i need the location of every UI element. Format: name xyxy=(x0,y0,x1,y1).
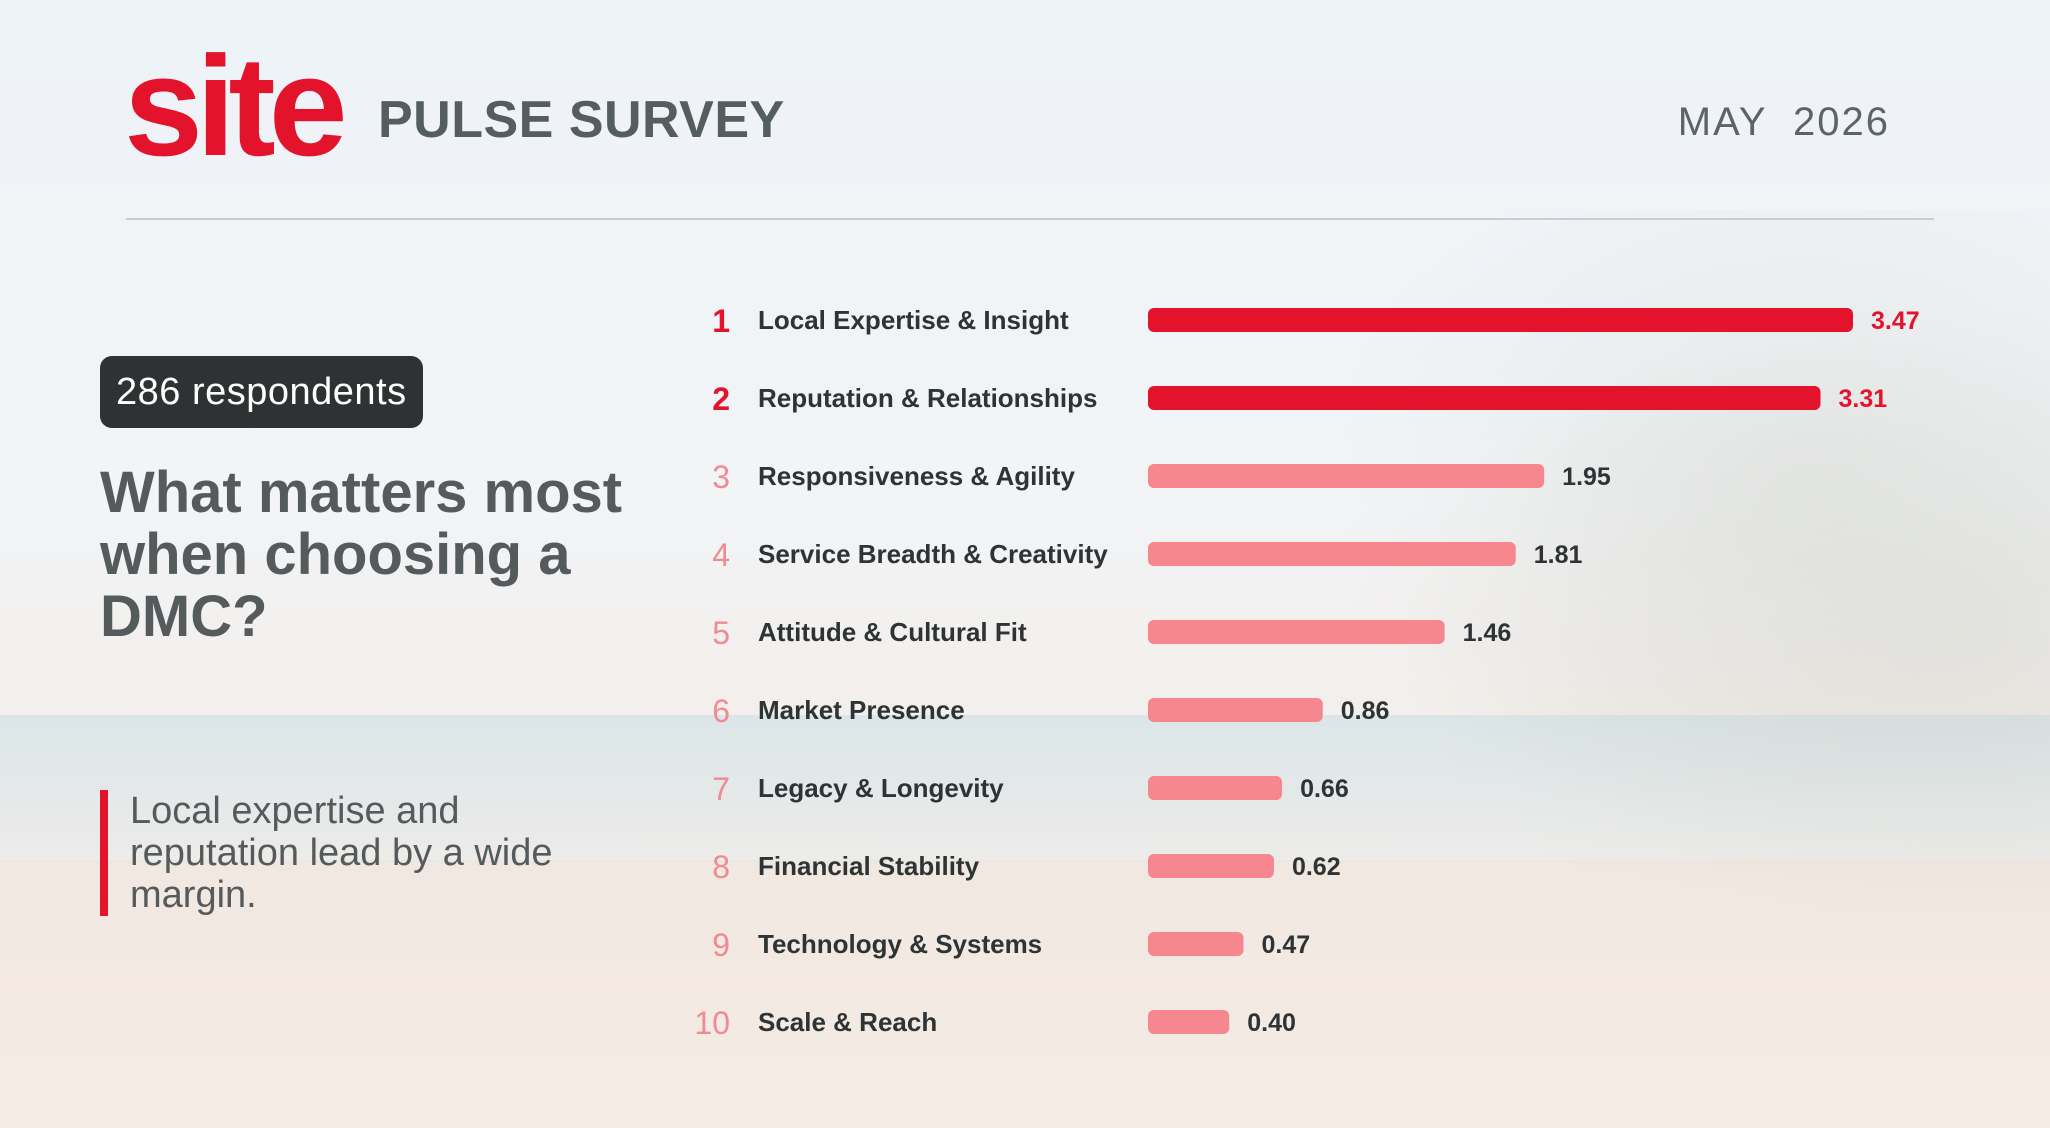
category-label: Service Breadth & Creativity xyxy=(758,539,1108,569)
category-label: Responsiveness & Agility xyxy=(758,461,1075,491)
rank-number: 8 xyxy=(712,849,730,885)
value-label: 1.95 xyxy=(1562,463,1611,491)
bar xyxy=(1148,932,1244,956)
value-label: 0.86 xyxy=(1341,697,1390,725)
rank-number: 10 xyxy=(694,1005,730,1041)
bar xyxy=(1148,776,1283,800)
category-label: Legacy & Longevity xyxy=(758,773,1004,803)
bar xyxy=(1148,542,1516,566)
rank-number: 3 xyxy=(712,459,730,495)
survey-date: MAY 2026 xyxy=(1677,100,1890,144)
bar xyxy=(1148,464,1545,488)
survey-title: PULSE SURVEY xyxy=(378,91,785,149)
value-label: 0.40 xyxy=(1247,1009,1296,1037)
site-logo: site xyxy=(124,27,348,186)
value-label: 0.62 xyxy=(1292,853,1341,881)
category-label: Local Expertise & Insight xyxy=(758,305,1069,335)
bar xyxy=(1148,1010,1230,1034)
value-label: 0.66 xyxy=(1300,775,1349,803)
key-insight-note: Local expertise and reputation lead by a… xyxy=(100,790,610,916)
bar xyxy=(1148,386,1821,410)
category-label: Financial Stability xyxy=(758,851,980,881)
rank-number: 5 xyxy=(712,615,730,651)
rank-number: 2 xyxy=(712,381,730,417)
category-label: Technology & Systems xyxy=(758,929,1042,959)
background-sea xyxy=(0,715,2050,865)
category-label: Scale & Reach xyxy=(758,1007,937,1037)
bar xyxy=(1148,854,1274,878)
value-label: 3.31 xyxy=(1838,385,1887,413)
survey-question: What matters most when choosing a DMC? xyxy=(100,460,623,649)
category-label: Reputation & Relationships xyxy=(758,383,1097,413)
value-label: 0.47 xyxy=(1261,931,1310,959)
value-label: 3.47 xyxy=(1871,307,1920,335)
header-divider xyxy=(126,218,1934,220)
value-label: 1.46 xyxy=(1463,619,1512,647)
category-label: Market Presence xyxy=(758,695,965,725)
bar xyxy=(1148,698,1323,722)
rank-number: 1 xyxy=(712,303,730,339)
rank-number: 7 xyxy=(712,771,730,807)
value-label: 1.81 xyxy=(1534,541,1583,569)
bar xyxy=(1148,308,1853,332)
rank-number: 4 xyxy=(712,537,730,573)
rank-number: 9 xyxy=(712,927,730,963)
respondents-badge: 286 respondents xyxy=(100,356,423,428)
rank-number: 6 xyxy=(712,693,730,729)
background-sand xyxy=(0,860,2050,1128)
bar xyxy=(1148,620,1445,644)
category-label: Attitude & Cultural Fit xyxy=(758,617,1027,647)
